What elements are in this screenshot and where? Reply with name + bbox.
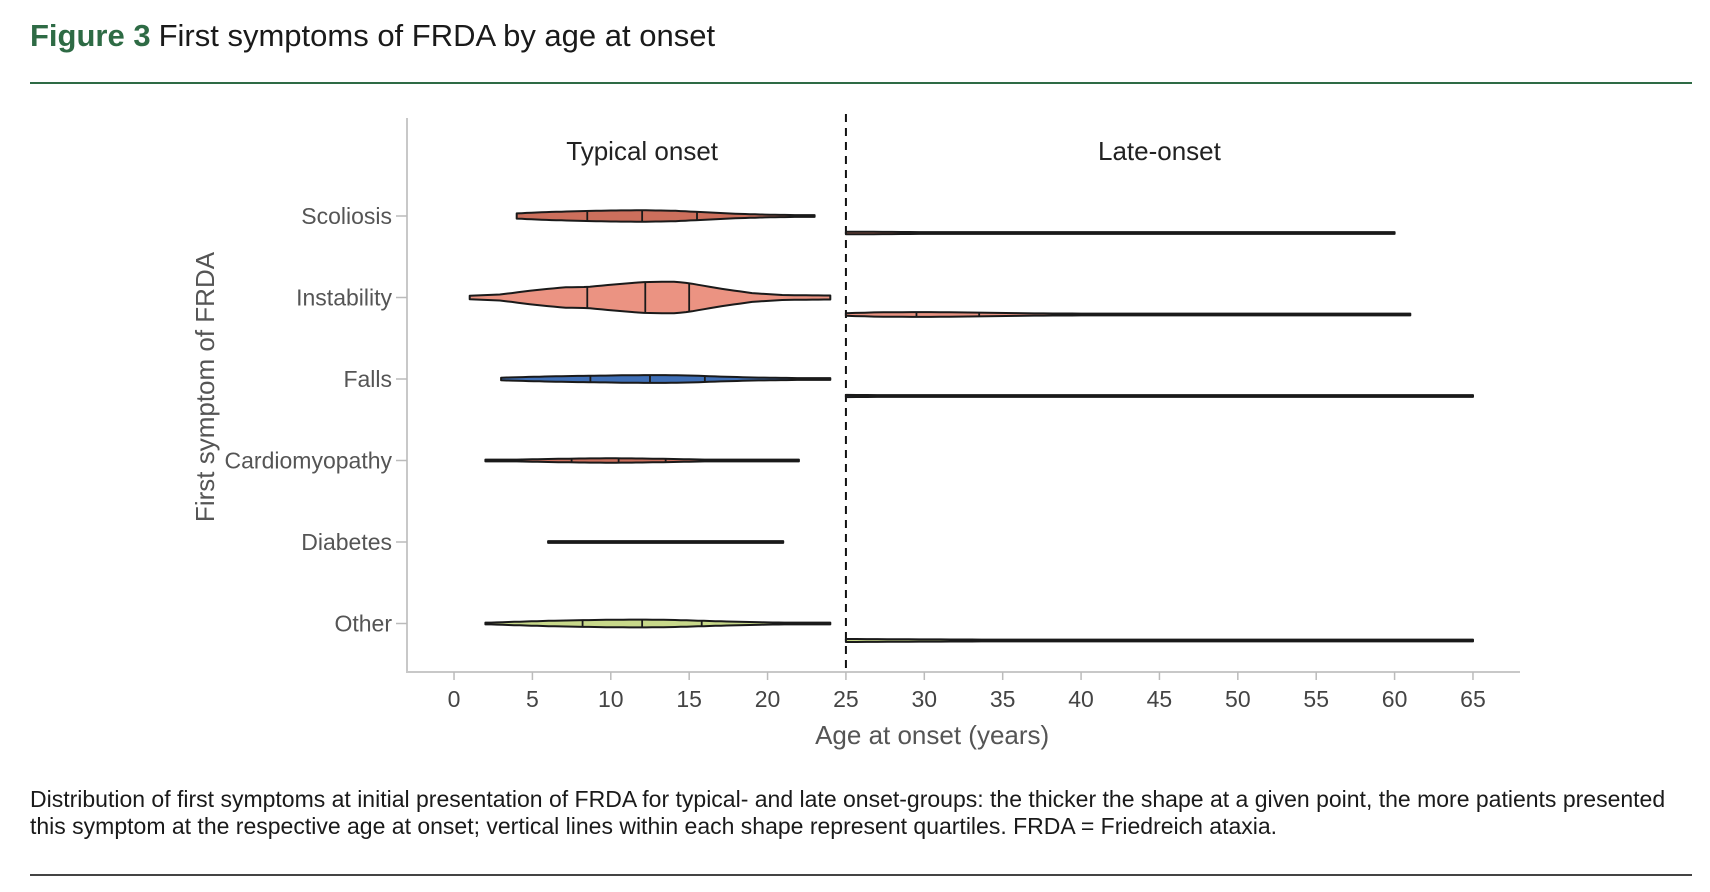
x-tick-label-35: 35 xyxy=(990,686,1016,712)
x-tick-label-5: 5 xyxy=(526,686,539,712)
x-tick-label-55: 55 xyxy=(1303,686,1329,712)
x-tick-label-15: 15 xyxy=(676,686,702,712)
x-tick-label-65: 65 xyxy=(1460,686,1486,712)
x-tick-label-25: 25 xyxy=(833,686,859,712)
x-tick-label-60: 60 xyxy=(1382,686,1408,712)
group-label-late-onset: Late-onset xyxy=(1098,136,1222,166)
x-tick-label-30: 30 xyxy=(912,686,938,712)
x-tick-label-10: 10 xyxy=(598,686,624,712)
y-tick-label-scoliosis: Scoliosis xyxy=(301,203,392,229)
violin-diabetes-typical-onset xyxy=(547,540,785,544)
violin-cardiomyopathy-typical-onset xyxy=(484,457,800,464)
x-tick-label-20: 20 xyxy=(755,686,781,712)
caption-divider xyxy=(30,874,1692,876)
violin-falls-typical-onset xyxy=(500,374,832,384)
figure-title: Figure 3 First symptoms of FRDA by age at… xyxy=(30,18,715,54)
y-tick-label-instability: Instability xyxy=(296,285,392,311)
title-divider xyxy=(30,82,1692,84)
violin-other-late-onset xyxy=(844,638,1474,643)
x-tick-label-40: 40 xyxy=(1068,686,1094,712)
violin-instability-late-onset xyxy=(844,311,1412,318)
figure-number: Figure 3 xyxy=(30,18,151,53)
x-tick-label-0: 0 xyxy=(448,686,461,712)
x-tick-label-45: 45 xyxy=(1147,686,1173,712)
violin-scoliosis-late-onset xyxy=(844,230,1396,236)
y-tick-label-cardiomyopathy: Cardiomyopathy xyxy=(225,448,393,474)
violin-instability-typical-onset xyxy=(468,280,832,315)
figure-caption: Distribution of first symptoms at initia… xyxy=(30,786,1666,839)
x-tick-label-50: 50 xyxy=(1225,686,1251,712)
y-tick-label-other: Other xyxy=(334,611,392,637)
violin-falls-late-onset xyxy=(844,393,1474,399)
group-label-typical-onset: Typical onset xyxy=(566,136,719,166)
y-tick-label-diabetes: Diabetes xyxy=(301,529,392,555)
violin-scoliosis-typical-onset xyxy=(515,209,816,223)
y-tick-label-falls: Falls xyxy=(343,366,392,392)
figure-title-text: First symptoms of FRDA by age at onset xyxy=(158,18,716,53)
violin-chart: 0 5 10 15 20 25 30 35 40 45 50 55 60 65 Age at onset (… xyxy=(190,114,1520,750)
violin-other-typical-onset xyxy=(484,618,832,629)
y-axis-label: First symptom of FRDA xyxy=(190,251,220,522)
x-axis-label: Age at onset (years) xyxy=(815,720,1049,750)
